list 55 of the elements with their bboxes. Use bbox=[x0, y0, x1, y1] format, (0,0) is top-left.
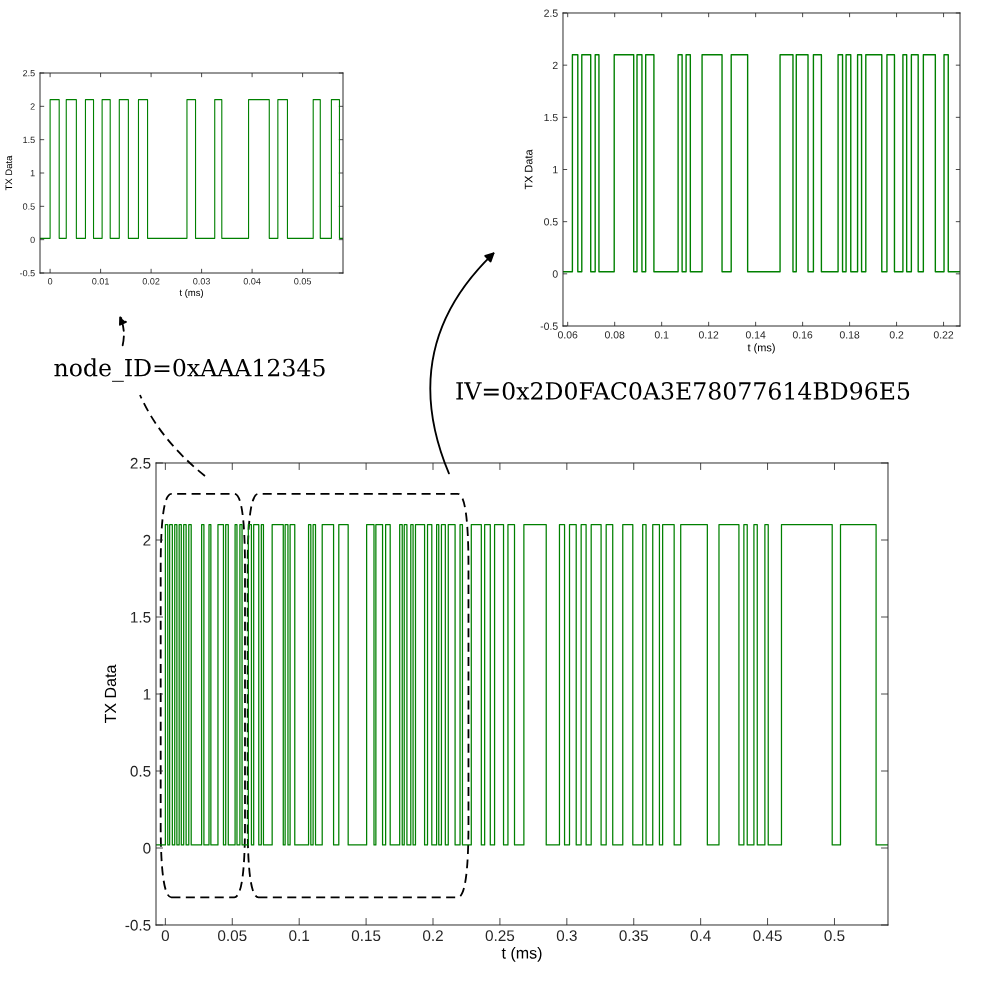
x-tick-label: 0.05 bbox=[218, 930, 247, 942]
x-tick-label: 0.06 bbox=[557, 331, 578, 339]
x-axis-title: t (ms) bbox=[179, 289, 204, 298]
x-tick-label: 0.3 bbox=[556, 930, 577, 942]
x-tick-label: 0.15 bbox=[351, 930, 381, 942]
text: node_ID=0xAAA12345 bbox=[54, 358, 325, 382]
y-tick-label: -0.5 bbox=[19, 269, 35, 277]
y-tick-label: -0.5 bbox=[540, 322, 558, 330]
x-tick-label: 0.22 bbox=[933, 331, 954, 339]
text: IV=0x2D0FAC0A3E78077614BD96E5 bbox=[456, 381, 910, 400]
x-tick-label: 0.16 bbox=[792, 331, 813, 339]
x-tick-label: 0 bbox=[47, 278, 53, 285]
y-axis-title: TX Data bbox=[5, 155, 13, 191]
x-tick-label: 0.05 bbox=[294, 278, 312, 285]
x-tick-label: 0.01 bbox=[92, 278, 109, 285]
y-tick-label: 1 bbox=[30, 170, 35, 177]
x-tick-label: 0.18 bbox=[839, 331, 860, 339]
y-tick-label: 0.5 bbox=[130, 765, 151, 777]
x-tick-label: 0.2 bbox=[889, 331, 904, 339]
x-tick-label: 0.1 bbox=[654, 331, 669, 339]
x-axis-title: t (ms) bbox=[501, 946, 542, 962]
y-tick-label: 1 bbox=[143, 689, 151, 700]
x-tick-label: 0.14 bbox=[745, 331, 766, 339]
x-tick-label: 0.4 bbox=[690, 930, 711, 942]
y-tick-label: 0 bbox=[30, 236, 35, 244]
y-tick-label: 1.5 bbox=[131, 612, 151, 623]
y-tick-label: 0 bbox=[143, 842, 151, 854]
y-tick-label: 2.5 bbox=[130, 457, 151, 469]
y-axis-title: TX Data bbox=[104, 664, 117, 724]
x-axis-title: t (ms) bbox=[747, 343, 775, 354]
x-tick-label: 0.03 bbox=[193, 278, 210, 285]
y-tick-label: 2 bbox=[30, 103, 35, 110]
x-tick-label: 0.1 bbox=[289, 930, 310, 942]
x-tick-label: 0.25 bbox=[485, 930, 515, 942]
x-tick-label: 0 bbox=[161, 930, 170, 942]
y-tick-label: 2.5 bbox=[544, 9, 558, 17]
y-tick-label: 1.5 bbox=[544, 113, 558, 122]
y-tick-label: 0 bbox=[552, 270, 558, 278]
x-tick-label: 0.02 bbox=[142, 278, 160, 285]
y-axis-title: TX Data bbox=[524, 149, 533, 190]
x-tick-label: 0.12 bbox=[698, 331, 719, 339]
y-tick-label: 2 bbox=[143, 534, 151, 546]
y-tick-label: 0.5 bbox=[22, 203, 35, 210]
y-tick-label: 0.5 bbox=[544, 218, 558, 226]
y-tick-label: 2.5 bbox=[23, 69, 35, 77]
y-tick-label: 2 bbox=[552, 61, 558, 69]
x-tick-label: 0.08 bbox=[604, 331, 625, 339]
y-tick-label: 1.5 bbox=[23, 136, 35, 144]
x-tick-label: 0.45 bbox=[753, 930, 782, 942]
x-tick-label: 0.5 bbox=[824, 930, 845, 942]
y-tick-label: 1 bbox=[553, 166, 558, 174]
x-tick-label: 0.2 bbox=[422, 930, 443, 942]
x-tick-label: 0.04 bbox=[243, 278, 261, 285]
y-tick-label: -0.5 bbox=[125, 919, 151, 931]
x-tick-label: 0.35 bbox=[619, 930, 648, 942]
